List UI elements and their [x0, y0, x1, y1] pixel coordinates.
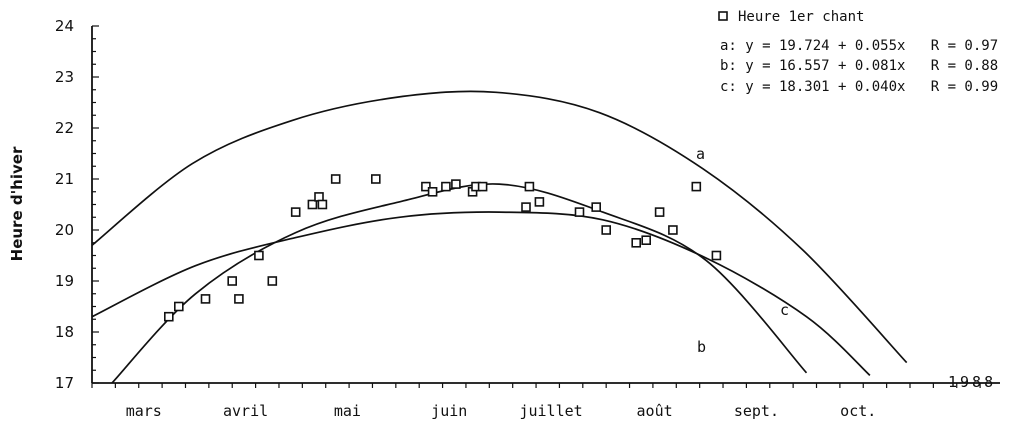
month-label: sept. [734, 402, 779, 420]
y-axis-label: Heure d'hiver [8, 146, 26, 261]
month-label: oct. [840, 402, 876, 420]
legend-equation-b: b: y = 16.557 + 0.081x R = 0.88 [720, 58, 998, 74]
legend: Heure 1er chant a: y = 19.724 + 0.055x R… [718, 9, 998, 95]
data-point [421, 181, 431, 192]
legend-equation-a: a: y = 19.724 + 0.055x R = 0.97 [720, 38, 998, 54]
month-label: août [637, 402, 673, 420]
data-point [314, 192, 324, 202]
y-tick-label: 19 [55, 272, 74, 290]
curve-label-c: c [780, 301, 789, 319]
data-point [534, 197, 545, 207]
data-point [290, 207, 301, 217]
data-point [477, 181, 488, 192]
data-point [200, 294, 211, 304]
fit-curve-c [91, 211, 871, 377]
data-point [668, 225, 678, 235]
data-point [524, 181, 535, 192]
y-tick-label: 22 [55, 119, 74, 137]
y-tick-label: 20 [55, 221, 74, 239]
data-point [370, 174, 381, 184]
data-point [711, 250, 722, 261]
curve-label-b: b [697, 338, 706, 356]
month-label: avril [223, 402, 268, 420]
data-point [441, 181, 451, 192]
fit-curve-a [91, 90, 908, 364]
data-point [574, 207, 585, 217]
data-point [234, 294, 244, 304]
data-point [227, 276, 237, 286]
month-label: juillet [519, 402, 582, 420]
data-point [631, 238, 642, 248]
data-point [427, 187, 438, 197]
data-point [164, 311, 174, 322]
legend-equation-c: c: y = 18.301 + 0.040x R = 0.99 [720, 79, 998, 95]
curve-label-a: a [696, 145, 705, 163]
month-label: mai [334, 402, 361, 420]
data-point [521, 202, 531, 212]
y-ticks: 17 18 19 20 21 22 23 24 [55, 17, 99, 392]
data-point [267, 276, 278, 286]
month-label: mars [126, 402, 162, 420]
data-point [591, 202, 602, 212]
legend-marker [718, 11, 728, 21]
year-label: 1988 [948, 373, 996, 391]
y-tick-label: 17 [55, 374, 74, 392]
month-label: juin [431, 402, 467, 420]
x-ticks: mars avril mai juin juillet août sept. oct. [91, 383, 981, 420]
data-point [330, 174, 341, 184]
data-point [601, 225, 612, 235]
data-point [654, 207, 665, 217]
data-point [317, 199, 328, 210]
y-tick-label: 21 [55, 170, 74, 188]
data-point [641, 235, 652, 245]
fit-curves [91, 90, 908, 384]
y-tick-label: 23 [55, 68, 74, 86]
scatter-points [164, 174, 722, 322]
y-tick-label: 24 [55, 17, 74, 35]
y-tick-label: 18 [55, 323, 74, 341]
data-point [691, 181, 702, 192]
data-point [254, 250, 264, 261]
legend-series-label: Heure 1er chant [738, 9, 864, 25]
data-point [307, 199, 318, 210]
data-point [451, 179, 461, 189]
data-point [174, 301, 184, 312]
